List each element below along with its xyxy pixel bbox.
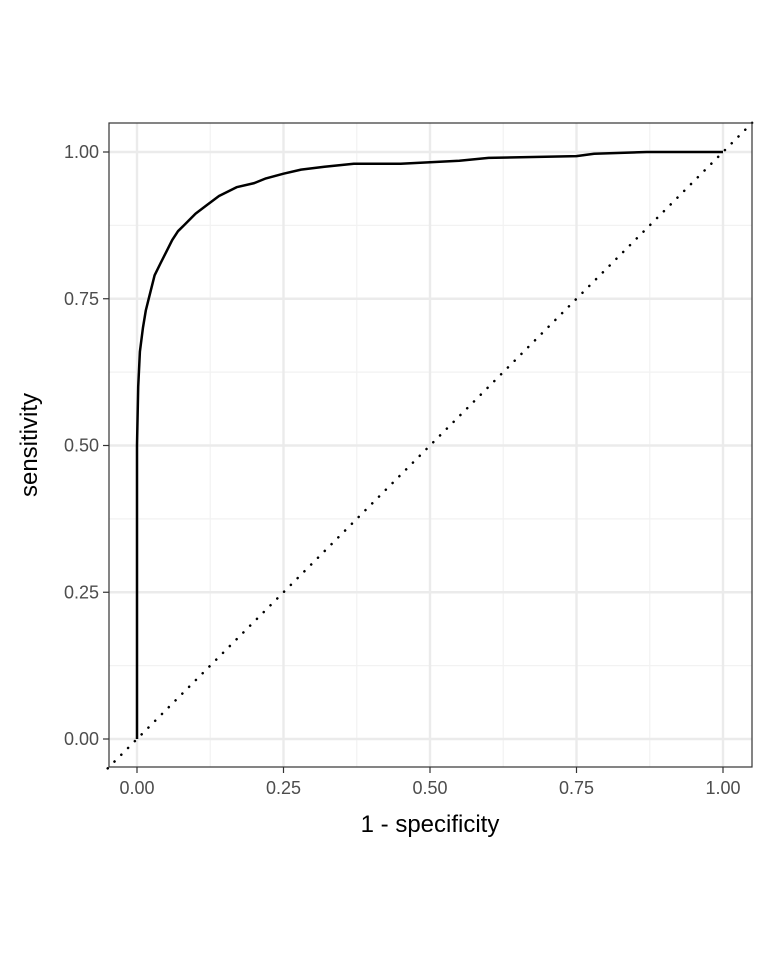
y-tick-label: 1.00	[64, 142, 99, 162]
y-tick-label: 0.50	[64, 436, 99, 456]
x-tick-label: 0.75	[559, 778, 594, 798]
major-gridlines	[109, 123, 752, 767]
y-axis-title: sensitivity	[16, 393, 43, 497]
x-axis-title: 1 - specificity	[361, 811, 500, 838]
y-tick-label: 0.75	[64, 289, 99, 309]
x-tick-label: 0.00	[119, 778, 154, 798]
x-tick-label: 1.00	[705, 778, 740, 798]
y-tick-label: 0.00	[64, 729, 99, 749]
x-tick-label: 0.50	[412, 778, 447, 798]
y-tick-label: 0.25	[64, 582, 99, 602]
y-axis-ticks: 0.00 0.25 0.50 0.75 1.00	[64, 142, 109, 749]
x-tick-label: 0.25	[266, 778, 301, 798]
roc-curve-line	[135, 150, 723, 739]
x-axis-ticks: 0.00 0.25 0.50 0.75 1.00	[119, 767, 741, 798]
